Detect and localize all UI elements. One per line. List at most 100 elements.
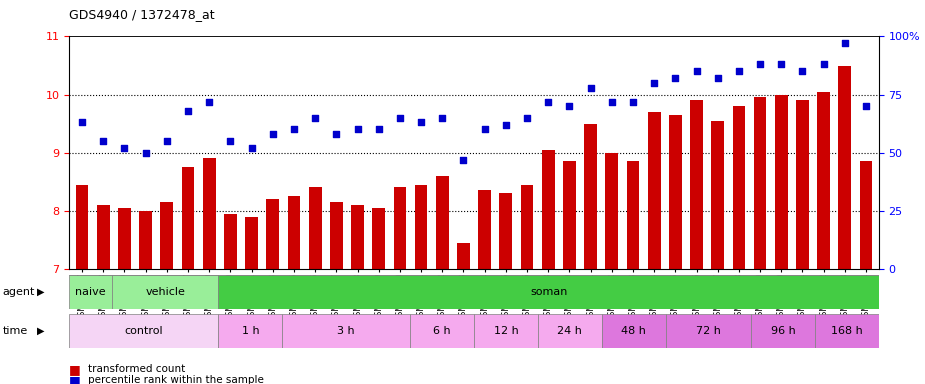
Bar [751, 314, 815, 348]
Point [774, 61, 789, 68]
Bar [352, 205, 364, 269]
Bar [500, 193, 512, 269]
Point [456, 157, 471, 163]
Bar [309, 187, 322, 269]
Bar [602, 314, 666, 348]
Point [223, 138, 238, 144]
Text: 6 h: 6 h [433, 326, 450, 336]
Bar [859, 161, 872, 269]
Bar [69, 275, 112, 309]
Text: ■: ■ [69, 374, 81, 384]
Text: ■: ■ [69, 363, 81, 376]
Bar [796, 100, 808, 269]
Bar [626, 161, 639, 269]
Bar [563, 161, 575, 269]
Point [499, 122, 513, 128]
Point [159, 138, 174, 144]
Point [202, 98, 216, 104]
Point [138, 150, 153, 156]
Bar [118, 208, 130, 269]
Point [96, 138, 111, 144]
Point [583, 84, 598, 91]
Point [816, 61, 831, 68]
Text: transformed count: transformed count [88, 364, 185, 374]
Text: agent: agent [3, 287, 35, 297]
Bar [140, 211, 152, 269]
Bar [538, 314, 602, 348]
Bar [733, 106, 746, 269]
Bar [666, 314, 751, 348]
Bar [478, 190, 491, 269]
Bar [373, 208, 385, 269]
Bar [266, 199, 279, 269]
Bar [181, 167, 194, 269]
Bar [414, 185, 427, 269]
Point [435, 115, 450, 121]
Point [392, 115, 407, 121]
Text: 168 h: 168 h [831, 326, 863, 336]
Text: control: control [125, 326, 163, 336]
Point [265, 131, 280, 137]
Text: percentile rank within the sample: percentile rank within the sample [88, 375, 264, 384]
Bar [690, 100, 703, 269]
Bar [711, 121, 724, 269]
Bar [474, 314, 538, 348]
Text: naive: naive [75, 287, 106, 297]
Bar [218, 275, 879, 309]
Point [308, 115, 323, 121]
Text: GDS4940 / 1372478_at: GDS4940 / 1372478_at [69, 8, 215, 21]
Text: ▶: ▶ [37, 326, 44, 336]
Point [562, 103, 577, 109]
Text: vehicle: vehicle [145, 287, 185, 297]
Bar [112, 275, 218, 309]
Text: 72 h: 72 h [696, 326, 721, 336]
Bar [282, 314, 410, 348]
Bar [76, 185, 89, 269]
Point [837, 40, 852, 46]
Bar [457, 243, 470, 269]
Bar [521, 185, 534, 269]
Point [520, 115, 535, 121]
Point [625, 98, 640, 104]
Text: ▶: ▶ [37, 287, 44, 297]
Bar [410, 314, 474, 348]
Bar [818, 92, 830, 269]
Bar [648, 112, 660, 269]
Text: 48 h: 48 h [622, 326, 647, 336]
Point [180, 108, 195, 114]
Point [796, 68, 810, 74]
Bar [245, 217, 258, 269]
Bar [838, 66, 851, 269]
Point [75, 119, 90, 126]
Point [413, 119, 428, 126]
Bar [69, 314, 218, 348]
Point [753, 61, 768, 68]
Point [477, 126, 492, 132]
Point [668, 75, 683, 81]
Bar [585, 124, 597, 269]
Text: 3 h: 3 h [338, 326, 355, 336]
Bar [775, 94, 788, 269]
Bar [160, 202, 173, 269]
Text: 1 h: 1 h [241, 326, 259, 336]
Point [647, 80, 661, 86]
Point [371, 126, 386, 132]
Bar [542, 150, 555, 269]
Bar [393, 187, 406, 269]
Text: 24 h: 24 h [558, 326, 583, 336]
Point [541, 98, 556, 104]
Text: 96 h: 96 h [771, 326, 796, 336]
Bar [669, 115, 682, 269]
Text: time: time [3, 326, 28, 336]
Bar [97, 205, 110, 269]
Point [732, 68, 746, 74]
Point [858, 103, 873, 109]
Bar [288, 196, 301, 269]
Bar [218, 314, 282, 348]
Bar [436, 176, 449, 269]
Point [117, 145, 132, 151]
Text: 12 h: 12 h [494, 326, 518, 336]
Point [351, 126, 365, 132]
Bar [815, 314, 879, 348]
Text: soman: soman [530, 287, 567, 297]
